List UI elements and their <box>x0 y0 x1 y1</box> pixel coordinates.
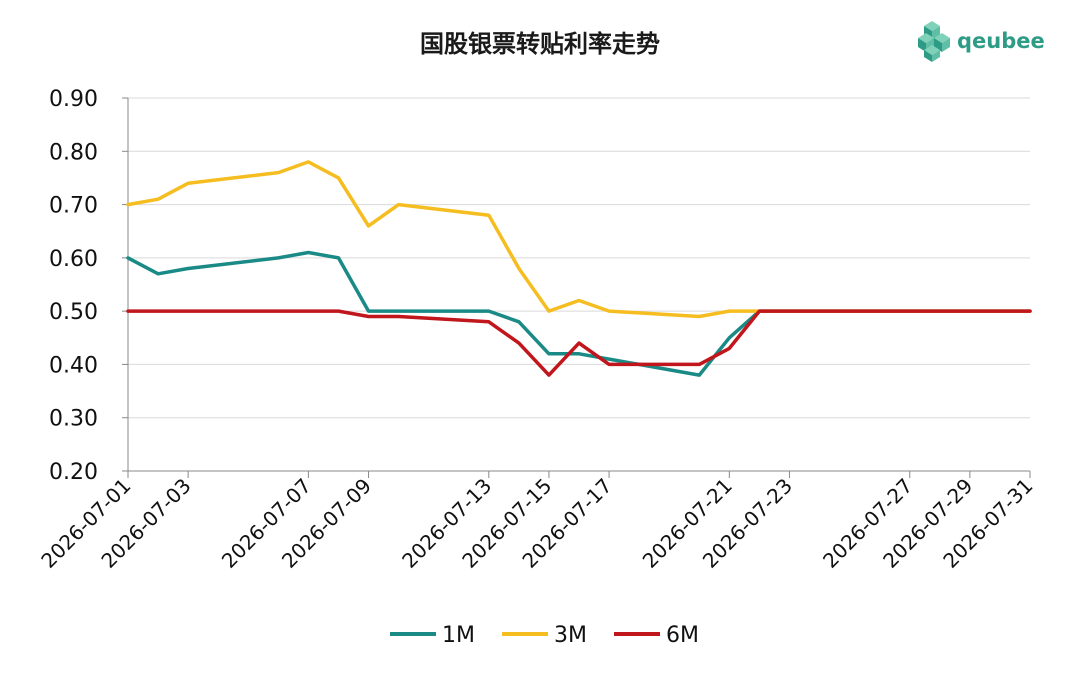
series-line-3m <box>126 160 1032 319</box>
legend-label-3m: 3M <box>554 623 587 648</box>
grid-lines <box>128 97 1030 419</box>
y-tick-label: 0.50 <box>49 300 98 325</box>
legend: 1M 3M 6M <box>390 623 699 648</box>
brand-name: qeubee <box>957 29 1045 53</box>
axes <box>127 98 1030 472</box>
y-tick-label: 0.20 <box>49 460 98 485</box>
series-line-6m <box>126 309 1032 377</box>
y-tick-label: 0.90 <box>49 87 98 112</box>
series-line-1m <box>126 250 1032 377</box>
y-tick-label: 0.80 <box>49 140 98 165</box>
brand-logo: qeubee <box>918 21 1045 62</box>
y-tick-label: 0.70 <box>49 194 98 219</box>
legend-label-6m: 6M <box>666 623 699 648</box>
series-lines <box>126 160 1032 377</box>
y-tick-label: 0.60 <box>49 247 98 272</box>
chart-title: 国股银票转贴利率走势 <box>420 30 660 58</box>
y-tick-label: 0.40 <box>49 353 98 378</box>
legend-label-1m: 1M <box>442 623 475 648</box>
cube-logo-icon <box>918 21 950 62</box>
y-tick-label: 0.30 <box>49 407 98 432</box>
y-axis-ticks: 0.20 0.30 0.40 0.50 0.60 0.70 0.80 0.90 <box>49 87 128 485</box>
